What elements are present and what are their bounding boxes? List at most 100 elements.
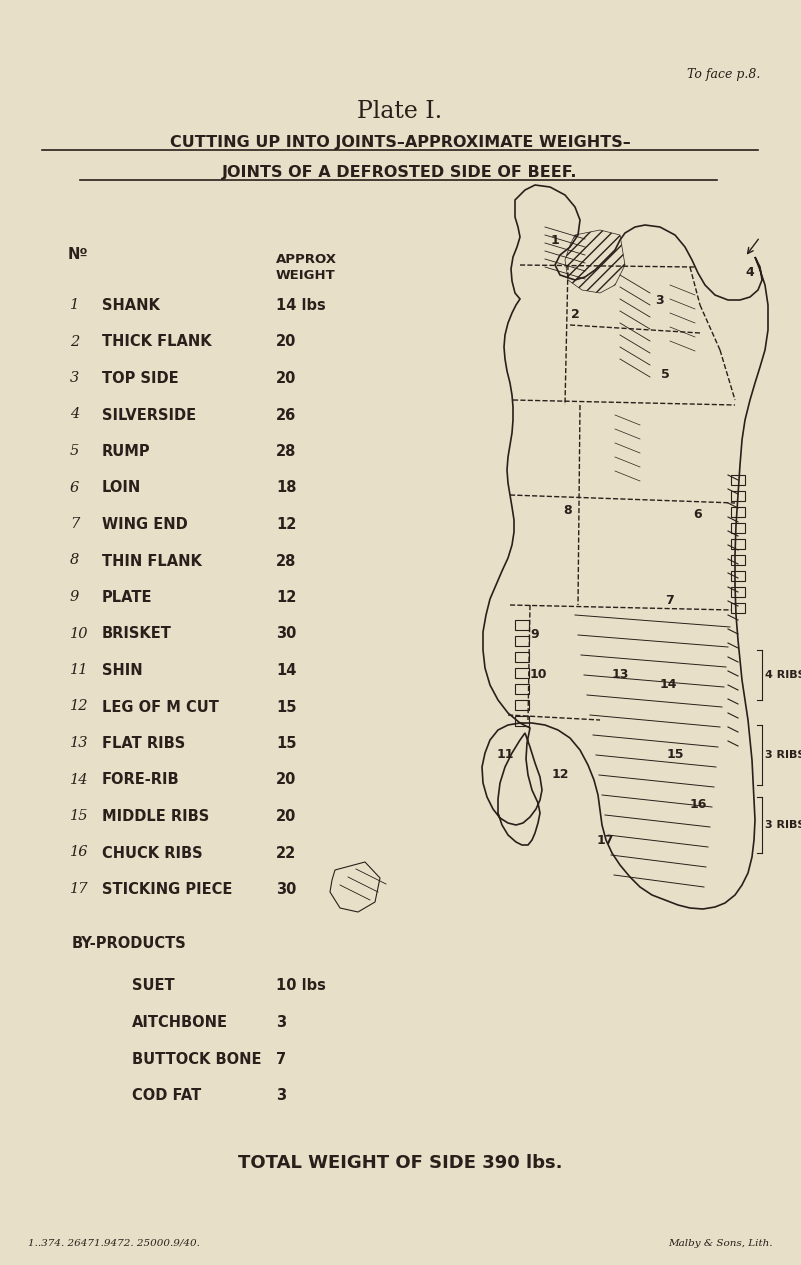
Text: 12: 12	[276, 517, 296, 533]
Text: 12: 12	[551, 769, 569, 782]
Text: 14: 14	[276, 663, 296, 678]
Text: 10 lbs: 10 lbs	[276, 979, 326, 993]
Text: 16: 16	[70, 845, 88, 859]
Text: Plate I.: Plate I.	[357, 100, 443, 123]
Text: APPROX: APPROX	[276, 253, 337, 266]
Text: 11: 11	[70, 663, 88, 677]
Text: STICKING PIECE: STICKING PIECE	[102, 882, 232, 897]
Text: SUET: SUET	[132, 979, 175, 993]
Text: 15: 15	[70, 810, 88, 824]
Text: 14 lbs: 14 lbs	[276, 299, 326, 312]
Text: WING END: WING END	[102, 517, 187, 533]
Bar	[515, 684, 529, 694]
Text: 9: 9	[531, 629, 539, 641]
Bar	[731, 603, 745, 614]
Text: FLAT RIBS: FLAT RIBS	[102, 736, 185, 751]
Text: SHIN: SHIN	[102, 663, 143, 678]
Text: THIN FLANK: THIN FLANK	[102, 554, 202, 568]
Text: BY-PRODUCTS: BY-PRODUCTS	[72, 936, 187, 951]
Text: RUMP: RUMP	[102, 444, 151, 459]
Text: 3: 3	[276, 1015, 286, 1030]
Text: 14: 14	[659, 678, 677, 692]
Text: FORE-RIB: FORE-RIB	[102, 773, 179, 788]
Text: SHANK: SHANK	[102, 299, 160, 312]
Text: SILVERSIDE: SILVERSIDE	[102, 407, 196, 423]
Text: LOIN: LOIN	[102, 481, 141, 496]
Bar	[731, 587, 745, 597]
Text: 7: 7	[70, 517, 79, 531]
Text: 17: 17	[70, 882, 88, 896]
Text: 8: 8	[564, 503, 572, 516]
Bar	[731, 522, 745, 533]
Bar	[515, 620, 529, 630]
Text: 20: 20	[276, 334, 296, 349]
Text: 10: 10	[70, 626, 88, 640]
Text: 2: 2	[70, 334, 79, 348]
Text: 3: 3	[70, 371, 79, 385]
Text: 30: 30	[276, 882, 296, 897]
Text: COD FAT: COD FAT	[132, 1088, 201, 1103]
Bar	[731, 474, 745, 484]
Text: 10: 10	[529, 668, 547, 682]
Text: 7: 7	[666, 593, 674, 606]
Bar	[731, 555, 745, 565]
Bar	[515, 716, 529, 726]
Text: 1: 1	[550, 234, 559, 247]
Text: 3 RIBS: 3 RIBS	[765, 820, 801, 830]
Text: 4: 4	[746, 267, 755, 280]
Text: 7: 7	[276, 1051, 286, 1066]
Text: 1: 1	[70, 299, 79, 312]
Text: 26: 26	[276, 407, 296, 423]
Text: TOP SIDE: TOP SIDE	[102, 371, 179, 386]
Bar	[731, 571, 745, 581]
Text: 12: 12	[276, 589, 296, 605]
Text: 3: 3	[656, 293, 664, 306]
Text: 6: 6	[694, 509, 702, 521]
Text: LEG OF M CUT: LEG OF M CUT	[102, 700, 219, 715]
Text: 3 RIBS: 3 RIBS	[765, 750, 801, 760]
Bar	[731, 491, 745, 501]
Bar	[515, 668, 529, 678]
Text: JOINTS OF A DEFROSTED SIDE OF BEEF.: JOINTS OF A DEFROSTED SIDE OF BEEF.	[222, 164, 578, 180]
Text: To face p.8.: To face p.8.	[686, 68, 760, 81]
Text: 1..374. 26471.9472. 25000.9/40.: 1..374. 26471.9472. 25000.9/40.	[28, 1238, 200, 1249]
Text: 8: 8	[70, 554, 79, 568]
Text: PLATE: PLATE	[102, 589, 152, 605]
Text: 17: 17	[596, 834, 614, 846]
Text: 15: 15	[666, 749, 684, 762]
Text: Malby & Sons, Lith.: Malby & Sons, Lith.	[669, 1238, 773, 1249]
Text: BRISKET: BRISKET	[102, 626, 172, 641]
Text: THICK FLANK: THICK FLANK	[102, 334, 211, 349]
Bar	[731, 507, 745, 517]
Text: 15: 15	[276, 736, 296, 751]
Text: MIDDLE RIBS: MIDDLE RIBS	[102, 810, 209, 824]
Text: 13: 13	[611, 668, 629, 682]
Polygon shape	[482, 185, 768, 910]
Bar	[515, 651, 529, 662]
Text: 15: 15	[276, 700, 296, 715]
Text: 6: 6	[70, 481, 79, 495]
Text: 22: 22	[276, 845, 296, 860]
Text: 9: 9	[70, 589, 79, 603]
Text: AITCHBONE: AITCHBONE	[132, 1015, 228, 1030]
Text: TOTAL WEIGHT OF SIDE 390 lbs.: TOTAL WEIGHT OF SIDE 390 lbs.	[238, 1155, 562, 1173]
Text: 20: 20	[276, 371, 296, 386]
Text: 20: 20	[276, 773, 296, 788]
Text: 14: 14	[70, 773, 88, 787]
Text: 18: 18	[276, 481, 296, 496]
Bar	[731, 539, 745, 549]
Text: CUTTING UP INTO JOINTS–APPROXIMATE WEIGHTS–: CUTTING UP INTO JOINTS–APPROXIMATE WEIGH…	[170, 135, 630, 151]
Text: 16: 16	[690, 798, 706, 812]
Text: 28: 28	[276, 554, 296, 568]
Text: 3: 3	[276, 1088, 286, 1103]
Text: 30: 30	[276, 626, 296, 641]
Text: 11: 11	[497, 749, 513, 762]
Text: 4: 4	[70, 407, 79, 421]
Bar	[515, 636, 529, 646]
Text: 20: 20	[276, 810, 296, 824]
Text: 28: 28	[276, 444, 296, 459]
Text: 13: 13	[70, 736, 88, 750]
Text: 5: 5	[70, 444, 79, 458]
Text: 2: 2	[570, 309, 579, 321]
Text: 4 RIBS: 4 RIBS	[765, 670, 801, 681]
